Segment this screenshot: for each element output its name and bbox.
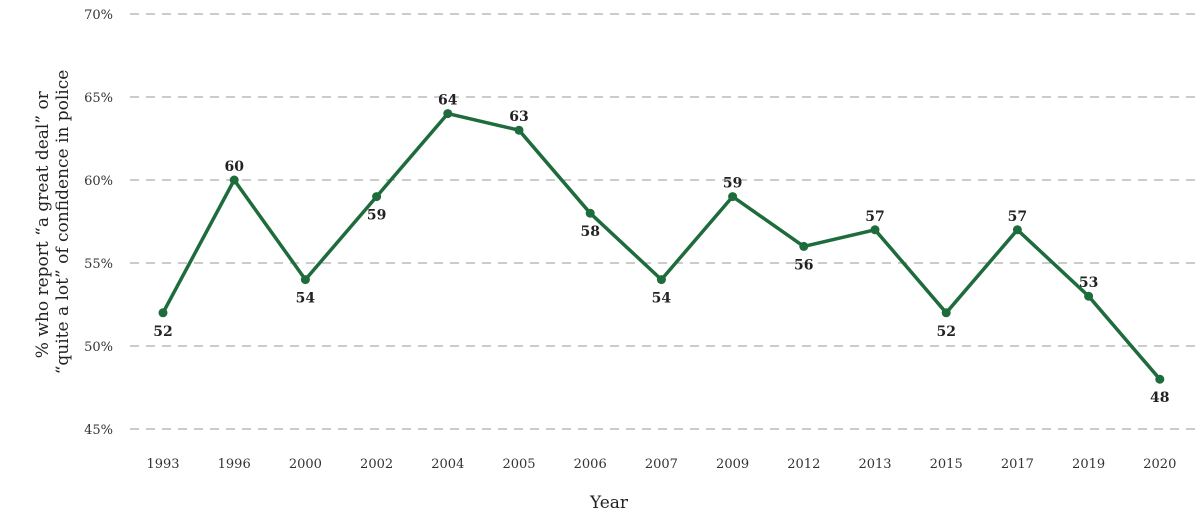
data-label: 60 <box>224 159 244 175</box>
y-tick-label: 45% <box>84 423 113 438</box>
x-tick-label: 2013 <box>858 457 891 472</box>
x-tick-label: 2009 <box>716 457 749 472</box>
y-tick-label: 50% <box>84 340 113 355</box>
x-tick-label: 2007 <box>645 457 678 472</box>
data-point <box>229 175 239 185</box>
data-point <box>443 109 453 119</box>
y-tick-label: 60% <box>84 174 113 189</box>
x-tick-label: 2005 <box>502 457 535 472</box>
series-line-group <box>158 109 1165 384</box>
data-label: 53 <box>1079 275 1098 291</box>
data-label: 48 <box>1150 390 1169 406</box>
y-axis-ticks: 45% 50% 55% 60% 65% 70% <box>84 8 113 438</box>
data-point <box>1012 225 1022 235</box>
x-tick-label: 2017 <box>1001 457 1034 472</box>
data-point <box>870 225 880 235</box>
data-point <box>300 275 310 285</box>
data-label: 59 <box>723 176 742 192</box>
data-point <box>585 208 595 218</box>
y-axis-title-line-2: “quite a lot” of confidence in police <box>53 70 73 375</box>
x-axis-title: Year <box>589 493 629 513</box>
x-tick-label: 1993 <box>146 457 179 472</box>
data-label: 58 <box>580 224 599 240</box>
x-tick-label: 2012 <box>787 457 820 472</box>
x-tick-label: 2019 <box>1072 457 1105 472</box>
data-point <box>158 308 168 318</box>
gridlines <box>130 13 1200 430</box>
data-label: 54 <box>296 291 316 307</box>
data-label: 63 <box>509 109 528 125</box>
data-label: 54 <box>652 291 672 307</box>
x-tick-label: 2006 <box>574 457 607 472</box>
y-tick-label: 65% <box>84 91 113 106</box>
y-tick-label: 55% <box>84 257 113 272</box>
x-tick-label: 2015 <box>930 457 963 472</box>
y-tick-label: 70% <box>84 8 113 23</box>
y-axis-title-line-1: % who report “a great deal” or <box>33 90 53 358</box>
data-point <box>372 192 382 202</box>
data-label: 56 <box>794 257 813 273</box>
data-label: 52 <box>153 324 172 340</box>
data-point <box>728 192 738 202</box>
x-tick-label: 1996 <box>218 457 251 472</box>
data-label: 57 <box>1008 209 1027 225</box>
x-tick-label: 2004 <box>431 457 464 472</box>
data-label: 64 <box>438 93 458 109</box>
x-tick-label: 2020 <box>1143 457 1176 472</box>
data-label: 52 <box>936 324 955 340</box>
data-point <box>656 275 666 285</box>
y-axis-title: % who report “a great deal” or “quite a … <box>33 70 73 375</box>
data-point <box>1084 291 1094 301</box>
data-point <box>514 125 524 135</box>
data-label: 59 <box>367 208 386 224</box>
data-labels: 52 60 54 59 64 63 58 54 59 56 57 52 57 53 48 <box>153 93 1169 407</box>
data-label: 57 <box>865 209 884 225</box>
x-axis-ticks: 1993 1996 2000 2002 2004 2005 2006 2007 2009 2012… <box>146 457 1176 472</box>
data-point <box>941 308 951 318</box>
series-line <box>161 111 1162 381</box>
x-tick-label: 2000 <box>289 457 322 472</box>
data-point <box>799 241 809 251</box>
data-point <box>1155 374 1165 384</box>
x-tick-label: 2002 <box>360 457 393 472</box>
